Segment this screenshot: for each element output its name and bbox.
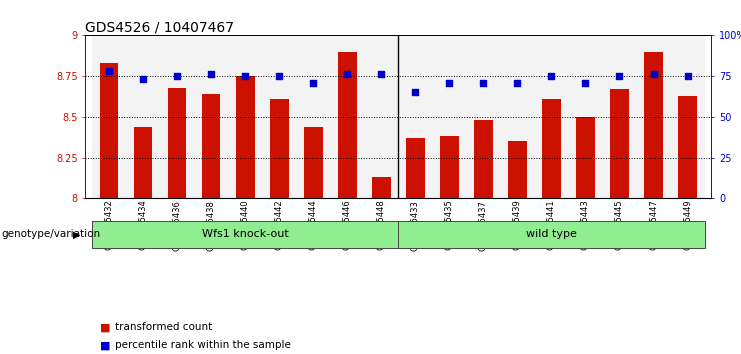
Bar — [338, 52, 356, 198]
Point — [579, 80, 591, 85]
Bar — [126, 35, 160, 198]
Bar — [228, 35, 262, 198]
Text: percentile rank within the sample: percentile rank within the sample — [115, 340, 290, 350]
Bar — [432, 35, 466, 198]
Bar — [304, 127, 322, 198]
Bar — [602, 35, 637, 198]
Bar — [365, 35, 399, 198]
Bar — [100, 63, 119, 198]
Bar — [330, 35, 365, 198]
Point — [648, 72, 659, 77]
Bar — [296, 35, 330, 198]
Bar — [500, 35, 534, 198]
Point — [137, 76, 149, 82]
Bar — [160, 35, 194, 198]
Bar — [542, 99, 561, 198]
Text: ▶: ▶ — [73, 229, 80, 239]
Point — [205, 72, 217, 77]
Text: wild type: wild type — [526, 229, 576, 239]
Text: ■: ■ — [100, 322, 110, 332]
Bar — [440, 136, 459, 198]
Bar — [399, 35, 432, 198]
Text: transformed count: transformed count — [115, 322, 212, 332]
Bar — [167, 87, 187, 198]
Bar — [372, 177, 391, 198]
Point — [443, 80, 455, 85]
Bar — [610, 89, 629, 198]
Bar — [194, 35, 228, 198]
Bar — [466, 35, 500, 198]
Bar — [678, 96, 697, 198]
Point — [239, 73, 251, 79]
Bar — [644, 52, 663, 198]
Bar — [262, 35, 296, 198]
Bar — [534, 35, 568, 198]
Bar — [576, 117, 595, 198]
Text: genotype/variation: genotype/variation — [1, 229, 101, 239]
Bar — [637, 35, 671, 198]
Point — [273, 73, 285, 79]
Point — [376, 72, 388, 77]
Point — [308, 80, 319, 85]
Text: Wfs1 knock-out: Wfs1 knock-out — [202, 229, 288, 239]
Point — [342, 72, 353, 77]
Point — [171, 73, 183, 79]
Text: ■: ■ — [100, 340, 110, 350]
Bar — [202, 94, 221, 198]
Bar — [671, 35, 705, 198]
Bar — [92, 221, 399, 248]
Text: GDS4526 / 10407467: GDS4526 / 10407467 — [85, 20, 234, 34]
Point — [545, 73, 557, 79]
Bar — [568, 35, 602, 198]
Bar — [236, 76, 254, 198]
Point — [477, 80, 489, 85]
Point — [103, 68, 115, 74]
Point — [511, 80, 523, 85]
Bar — [508, 141, 527, 198]
Bar — [92, 35, 126, 198]
Bar — [474, 120, 493, 198]
Bar — [133, 127, 153, 198]
Point — [614, 73, 625, 79]
Point — [682, 73, 694, 79]
Bar — [399, 221, 705, 248]
Bar — [270, 99, 288, 198]
Point — [409, 90, 421, 95]
Bar — [406, 138, 425, 198]
